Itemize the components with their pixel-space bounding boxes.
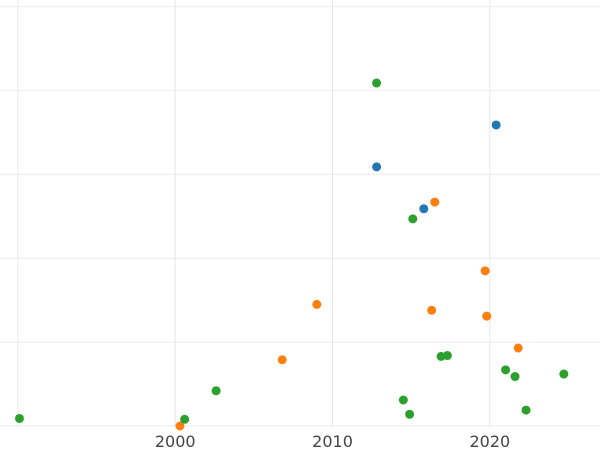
- data-point-series-1: [491, 120, 501, 130]
- data-point-series-2: [175, 421, 185, 431]
- data-point-series-2: [513, 343, 523, 353]
- data-point-series-3: [405, 409, 415, 419]
- data-point-series-1: [419, 204, 429, 214]
- x-tick-label: 2000: [155, 432, 196, 450]
- data-point-series-3: [442, 351, 452, 361]
- data-point-series-3: [372, 78, 382, 88]
- x-tick-label: 2010: [312, 432, 353, 450]
- data-point-series-3: [559, 369, 569, 379]
- data-point-series-2: [427, 305, 437, 315]
- data-point-series-2: [482, 311, 492, 321]
- data-point-series-2: [480, 266, 490, 276]
- data-point-series-2: [312, 299, 322, 309]
- data-point-series-2: [277, 355, 287, 365]
- data-point-series-3: [180, 414, 190, 424]
- data-point-series-1: [372, 162, 382, 172]
- data-point-series-3: [501, 365, 511, 375]
- data-points: [14, 78, 569, 431]
- grid: [0, 0, 600, 427]
- data-point-series-3: [521, 405, 531, 415]
- data-point-series-3: [510, 372, 520, 382]
- data-point-series-3: [211, 386, 221, 396]
- data-point-series-3: [14, 413, 24, 423]
- x-axis-ticks: 2000 2010 2020: [155, 432, 510, 450]
- data-point-series-3: [408, 214, 418, 224]
- data-point-series-3: [398, 395, 408, 405]
- data-point-series-2: [430, 197, 440, 207]
- x-tick-label: 2020: [470, 432, 511, 450]
